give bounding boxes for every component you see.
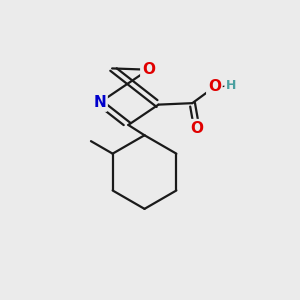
Text: O: O: [190, 121, 203, 136]
Text: O: O: [142, 62, 155, 77]
Text: O: O: [208, 80, 221, 94]
Text: H: H: [225, 79, 236, 92]
Text: N: N: [93, 95, 106, 110]
